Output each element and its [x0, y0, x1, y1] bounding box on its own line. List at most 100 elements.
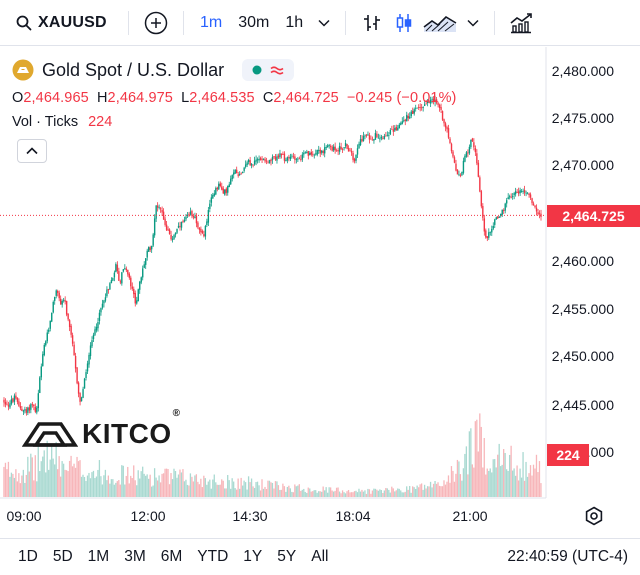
compare-symbol-button[interactable]	[129, 0, 183, 46]
symbol-search[interactable]: XAUUSD	[0, 0, 128, 46]
market-status-pill[interactable]	[242, 59, 295, 81]
volume-bar	[349, 492, 351, 497]
volume-bar	[300, 490, 302, 497]
range-1y-button[interactable]: 1Y	[243, 548, 263, 565]
indicators-button[interactable]	[495, 0, 547, 46]
candle-body	[450, 143, 453, 152]
chart-settings-button[interactable]	[584, 506, 604, 531]
candles-icon	[396, 13, 412, 32]
interval-30m-button[interactable]: 30m	[238, 13, 270, 31]
volume-bar	[167, 469, 169, 497]
price-chart[interactable]	[0, 47, 640, 547]
candles-style-button[interactable]	[388, 0, 420, 46]
range-ytd-button[interactable]: YTD	[197, 548, 229, 565]
volume-bar	[526, 476, 529, 497]
volume-bar	[382, 492, 384, 497]
candle-body	[110, 280, 113, 283]
volume-bar	[386, 488, 388, 497]
volume-bar	[303, 488, 305, 497]
candle-body	[91, 340, 93, 347]
candle-body	[136, 300, 138, 304]
candle-body	[215, 188, 217, 195]
candle-body	[400, 123, 402, 125]
candle-body	[224, 189, 226, 195]
volume-bar	[106, 480, 108, 497]
candle-body	[444, 123, 447, 128]
interval-1h-button[interactable]: 1h	[285, 13, 304, 31]
candle-body	[540, 213, 542, 217]
collapse-legend-button[interactable]	[17, 139, 47, 163]
range-1d-button[interactable]: 1D	[18, 548, 38, 565]
volume-bar	[162, 473, 165, 497]
range-6m-button[interactable]: 6M	[160, 548, 183, 565]
candle-body	[468, 146, 471, 154]
candle-body	[24, 409, 26, 411]
candle-body	[335, 150, 338, 152]
candle-body	[288, 156, 290, 159]
volume-bar	[485, 474, 487, 497]
volume-bar	[461, 480, 463, 497]
candle-body	[389, 129, 392, 135]
candle-body	[480, 191, 483, 207]
candle-body	[525, 192, 527, 194]
candle-body	[289, 156, 292, 160]
volume-bar	[477, 451, 479, 497]
volume-bar	[376, 489, 378, 497]
volume-bar	[529, 465, 532, 497]
volume-bar	[252, 486, 254, 497]
interval-dropdown-button[interactable]	[311, 0, 337, 46]
volume-bar	[532, 464, 535, 497]
volume-bar	[368, 489, 371, 497]
candle-body	[22, 410, 25, 412]
low-label: L	[181, 90, 190, 106]
candle-body	[9, 403, 11, 408]
candle-body	[10, 399, 13, 404]
range-5y-button[interactable]: 5Y	[277, 548, 297, 565]
last-price-badge: 2,464.725	[547, 205, 640, 227]
candle-body	[473, 142, 475, 148]
volume-bar	[283, 486, 286, 497]
volume-bar	[76, 456, 78, 497]
bar-style-button[interactable]	[356, 0, 388, 46]
volume-bar	[395, 490, 397, 497]
candle-body	[526, 193, 529, 195]
volume-bar	[383, 490, 385, 497]
volume-bar	[228, 480, 230, 497]
range-1m-button[interactable]: 1M	[87, 548, 110, 565]
area-style-button[interactable]	[420, 0, 460, 46]
volume-bar	[194, 475, 196, 497]
volume-bar	[343, 492, 345, 497]
range-all-button[interactable]: All	[311, 548, 329, 565]
candle-body	[37, 393, 40, 409]
candle-body	[425, 103, 427, 105]
volume-bar	[127, 466, 129, 497]
range-5d-button[interactable]: 5D	[52, 548, 73, 565]
candle-body	[500, 213, 502, 216]
volume-bar	[540, 483, 542, 497]
volume-bar	[486, 468, 488, 497]
candle-body	[101, 303, 104, 308]
volume-bar	[379, 489, 381, 497]
volume-bar	[116, 481, 118, 497]
candle-body	[431, 98, 433, 100]
volume-bar	[51, 444, 53, 497]
chevron-up-icon	[26, 147, 38, 155]
interval-1m-button[interactable]: 1m	[200, 13, 223, 31]
candle-body	[65, 300, 68, 315]
price-tick-label: 2,455.000	[551, 301, 614, 317]
candle-body	[158, 207, 160, 209]
volume-bar	[176, 477, 178, 497]
price-tick-label: 2,445.000	[551, 397, 614, 413]
candle-body	[134, 293, 136, 304]
chart-type-dropdown-button[interactable]	[460, 0, 486, 46]
price-tick-label: 2,480.000	[551, 63, 614, 79]
timezone-clock[interactable]: 22:40:59 (UTC-4)	[507, 548, 628, 565]
volume-bar	[201, 487, 203, 497]
range-3m-button[interactable]: 3M	[124, 548, 146, 565]
candle-body	[70, 325, 72, 335]
candle-body	[207, 210, 210, 223]
candle-body	[55, 290, 57, 296]
volume-bar	[519, 468, 521, 497]
volume-bar	[318, 491, 320, 497]
volume-bar	[489, 468, 491, 497]
